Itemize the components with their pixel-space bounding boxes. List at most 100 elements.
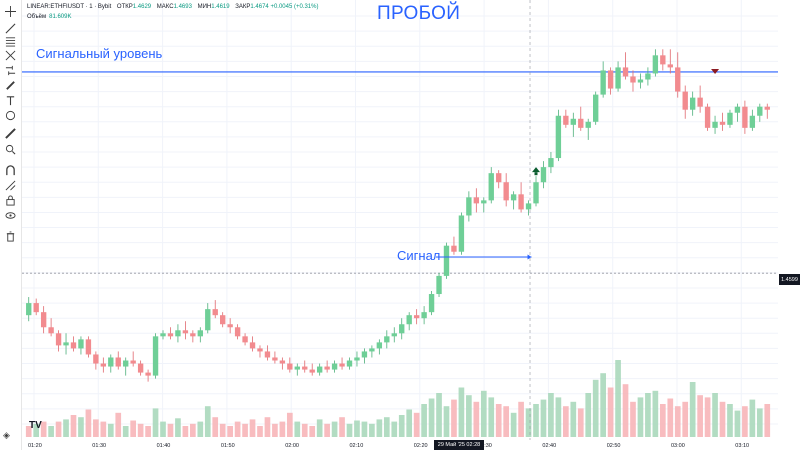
layers-icon[interactable]: ◈: [3, 430, 10, 440]
candle-body: [630, 76, 636, 83]
volume-bar: [286, 412, 293, 437]
volume-bar: [122, 426, 129, 437]
candle-body: [242, 336, 248, 343]
volume-value: 81.609K: [49, 14, 72, 20]
volume-bar: [548, 393, 554, 437]
candle-body: [93, 354, 99, 364]
time-tick-label: 01:20: [28, 443, 42, 449]
volume-bar: [406, 409, 413, 437]
zoom-icon[interactable]: [2, 142, 19, 157]
lock-icon[interactable]: [2, 193, 19, 208]
candle-body: [145, 372, 151, 376]
candle-body: [205, 309, 211, 331]
volume-bar: [488, 397, 495, 437]
lock-drawing-icon[interactable]: [2, 178, 19, 193]
volume-bar: [234, 421, 241, 437]
tradingview-logo[interactable]: TV: [29, 420, 42, 431]
candle-body: [309, 369, 315, 373]
volume-bar: [331, 421, 338, 437]
ruler-icon[interactable]: [2, 126, 19, 141]
emoji-icon[interactable]: [2, 108, 19, 123]
volume-bar: [376, 419, 383, 437]
volume-bar: [555, 397, 562, 437]
time-tick-label: 02:10: [350, 443, 364, 449]
close-label: ЗАКР: [235, 4, 251, 10]
candle-body: [227, 324, 233, 328]
candle-body: [70, 342, 77, 349]
fib-icon[interactable]: [2, 34, 19, 49]
candle-body: [324, 366, 330, 370]
volume-bar: [712, 393, 718, 437]
crosshair-icon[interactable]: [2, 4, 19, 19]
volume-bar: [212, 417, 219, 437]
candle-body: [384, 336, 390, 343]
symbol-legend: LINEAR:ETHFIUSDT · 1 · Bybit ОТКР1.4629 …: [27, 4, 318, 10]
pattern-icon[interactable]: [2, 48, 19, 63]
candle-body: [443, 245, 450, 276]
volume-bar: [249, 419, 256, 437]
price-chart[interactable]: 1.54501.54001.53501.53001.52501.52001.51…: [22, 0, 778, 450]
candle-body: [503, 182, 509, 201]
line-icon[interactable]: [2, 21, 19, 36]
candle-body: [316, 366, 323, 373]
volume-bar: [734, 410, 741, 437]
volume-bar: [451, 399, 457, 437]
candle-body: [302, 366, 308, 370]
candle-body: [182, 330, 189, 334]
volume-bar: [115, 412, 122, 437]
volume-bar: [279, 421, 286, 437]
trash-icon[interactable]: [2, 229, 19, 244]
candle-body: [496, 173, 502, 183]
volume-bar: [592, 379, 599, 437]
volume-bar: [652, 390, 659, 437]
candle-body: [40, 312, 47, 328]
candle-body: [55, 333, 62, 346]
brush-icon[interactable]: [2, 78, 19, 93]
volume-bar: [630, 401, 636, 437]
high-label: МАКС: [156, 4, 174, 10]
candle-body: [466, 197, 472, 216]
time-tick-label: 02:30: [478, 443, 492, 449]
volume-bar: [413, 412, 420, 437]
volume-bar: [100, 421, 107, 437]
volume-bar: [175, 418, 181, 437]
candle-body: [167, 333, 174, 337]
volume-bar: [421, 404, 427, 437]
magnet-icon[interactable]: [2, 163, 19, 178]
signal-level-label[interactable]: Сигнальный уровень: [36, 46, 163, 61]
projection-icon[interactable]: [2, 63, 19, 78]
volume-bar: [361, 421, 368, 437]
candle-body: [369, 348, 375, 352]
volume-bar: [585, 393, 592, 437]
candle-body: [78, 339, 84, 349]
candle-body: [682, 91, 688, 110]
volume-bar: [316, 419, 323, 437]
candle-body: [428, 294, 435, 313]
volume-bar: [428, 398, 435, 437]
candle-body: [660, 55, 666, 65]
signal-label[interactable]: Сигнал: [397, 248, 441, 263]
candle-body: [249, 342, 256, 349]
text-icon[interactable]: [2, 93, 19, 108]
candle-body: [257, 348, 263, 352]
time-tick-label: 01:40: [157, 443, 171, 449]
candle-body: [742, 106, 748, 128]
candle-body: [399, 324, 405, 334]
volume-bar: [480, 390, 487, 437]
peak-down-marker-icon: [711, 68, 720, 74]
volume-bar: [600, 373, 606, 437]
volume-bar: [533, 404, 539, 437]
volume-bar: [167, 423, 174, 437]
eye-icon[interactable]: [2, 208, 19, 223]
candle-body: [361, 351, 368, 358]
volume-bar: [637, 397, 644, 437]
open-value: 1.4629: [132, 4, 152, 10]
high-value: 1.4693: [173, 4, 192, 10]
volume-bar: [107, 423, 114, 437]
breakout-title[interactable]: ПРОБОЙ: [377, 3, 461, 24]
symbol-name[interactable]: LINEAR:ETHFIUSDT · 1 · Bybit: [27, 4, 112, 10]
volume-bar: [674, 406, 681, 437]
volume-bar: [70, 415, 77, 437]
candle-body: [481, 200, 487, 204]
volume-bar: [272, 423, 278, 437]
